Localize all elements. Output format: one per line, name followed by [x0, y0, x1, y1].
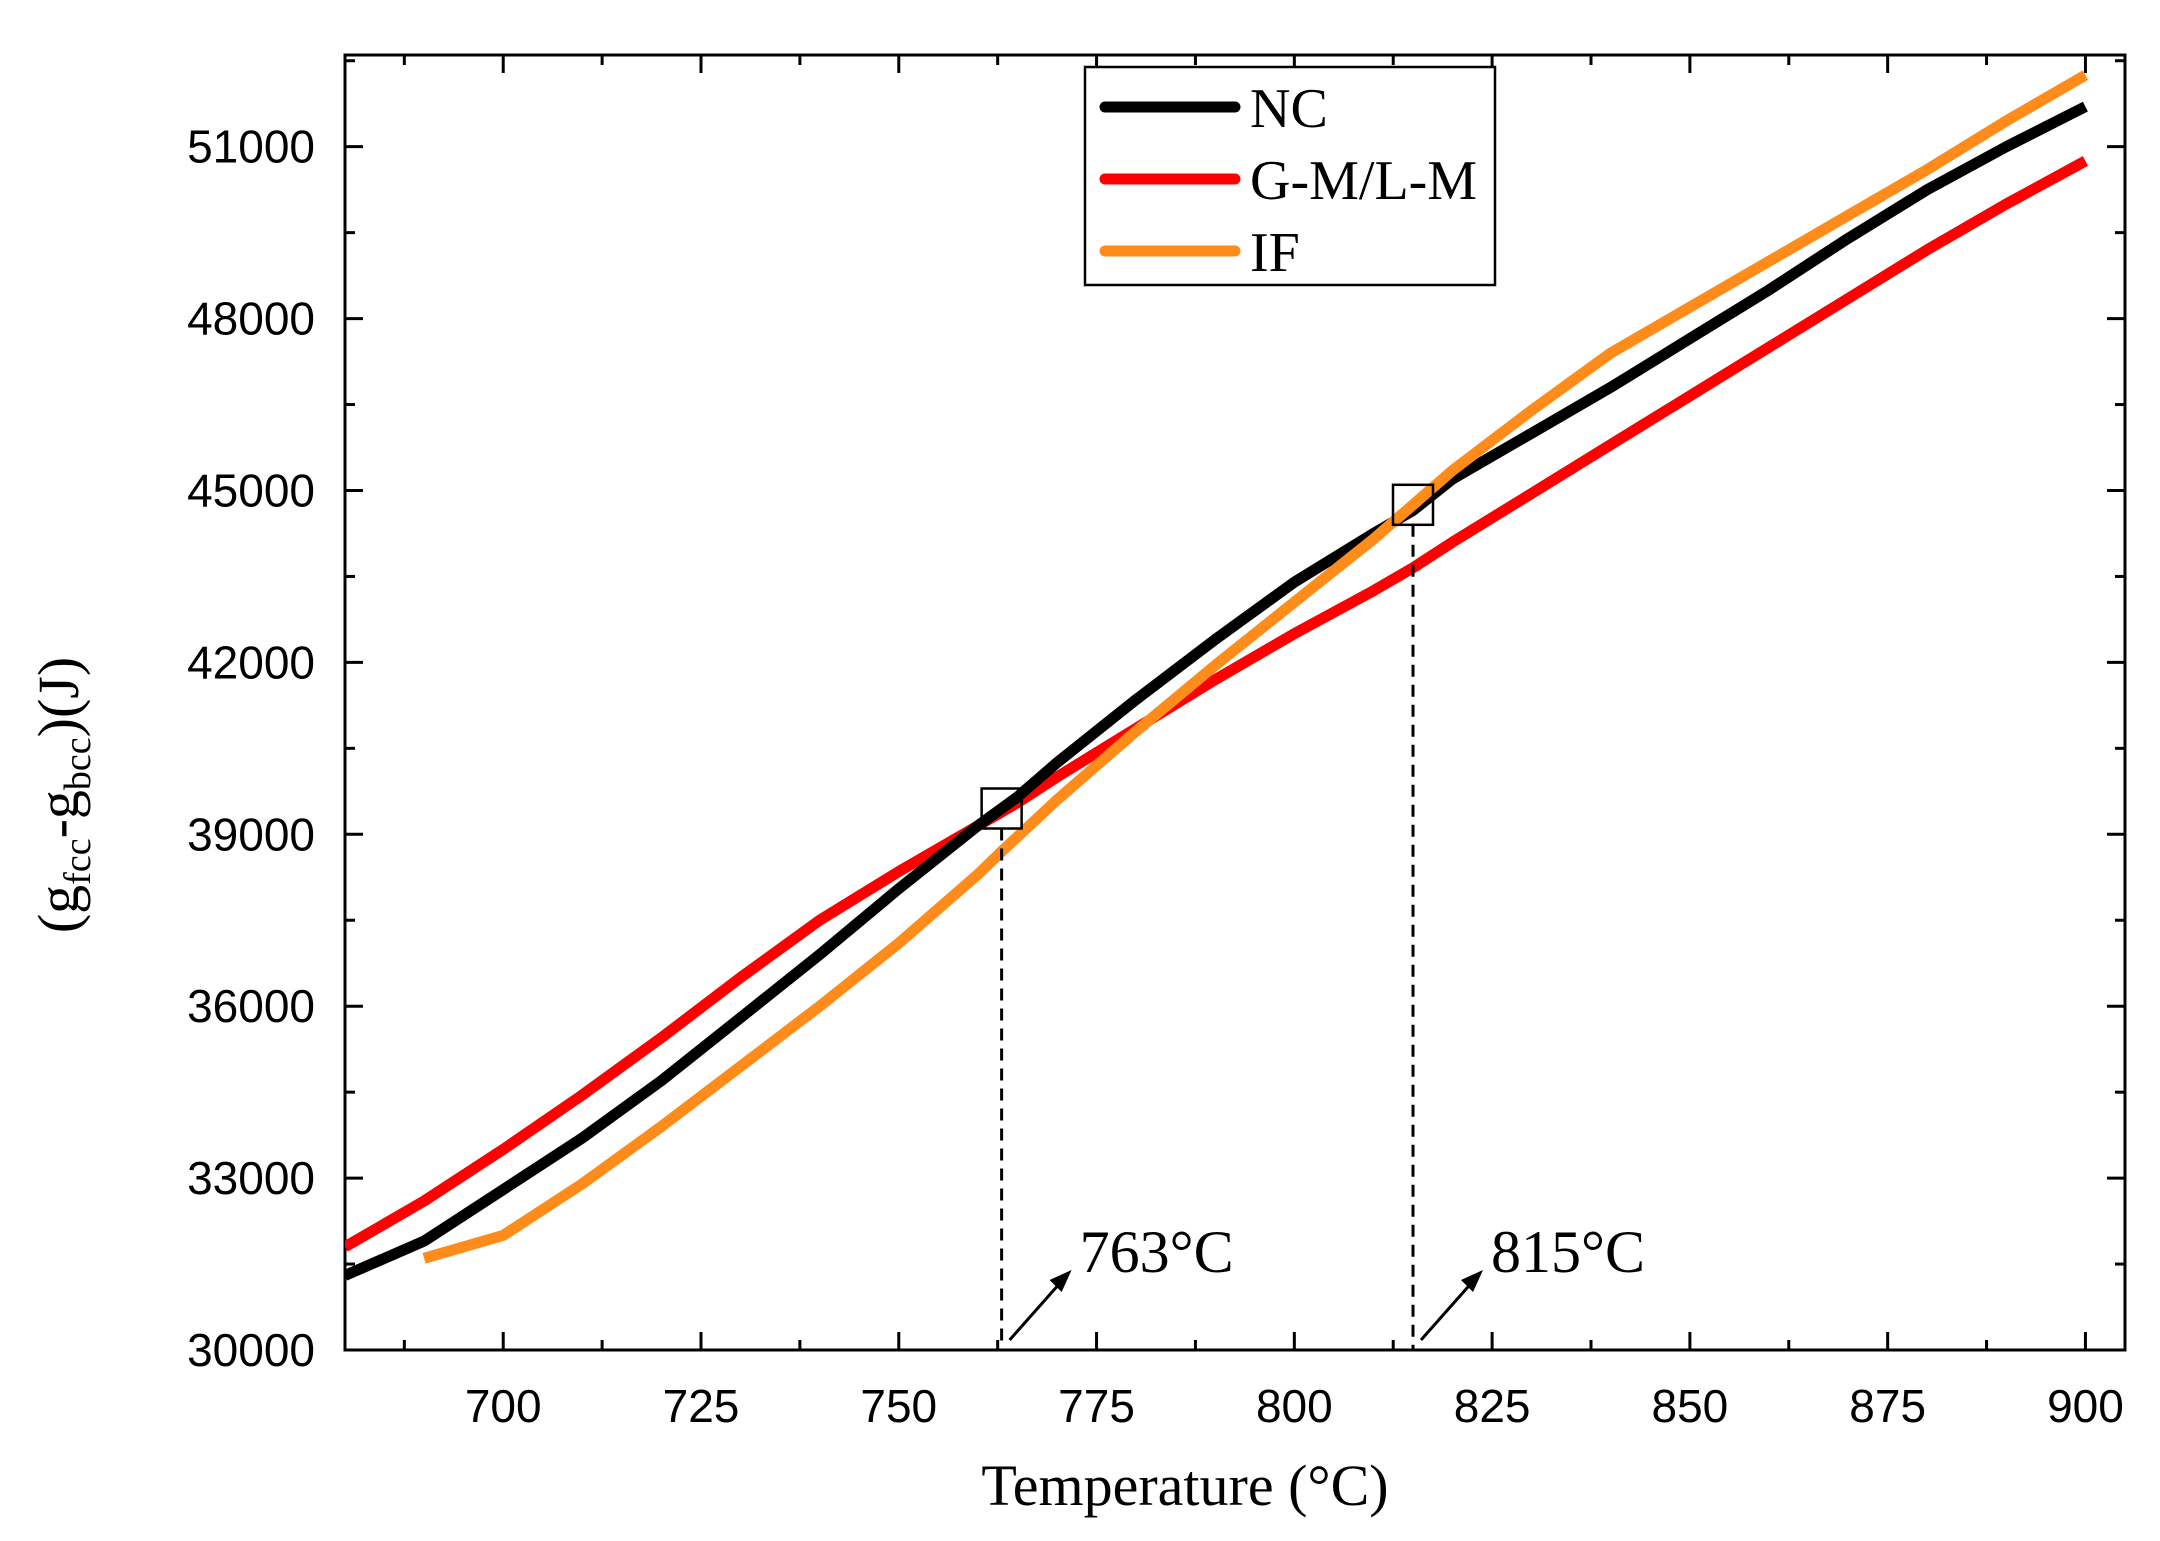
legend: NC G-M/L-M IF	[1083, 65, 1497, 287]
y-tick-label: 36000	[187, 980, 315, 1032]
y-axis-label-mid: -g	[26, 790, 91, 838]
y-axis-label-sub2: bcc	[57, 737, 99, 790]
series-line-nc	[345, 101, 2088, 1281]
annotation-label: 763°C	[1080, 1219, 1234, 1285]
annotation-layer: 763°C 815°C	[980, 483, 1645, 1350]
y-axis-label-prefix: (g	[26, 885, 91, 933]
y-tick-label: 51000	[187, 121, 315, 173]
legend-label: IF	[1250, 222, 1300, 284]
x-tick-label: 750	[860, 1380, 937, 1432]
x-tick-label: 800	[1256, 1380, 1333, 1432]
series-line-g-m-l-m	[345, 156, 2089, 1252]
annotation-arrow	[1008, 1278, 1065, 1341]
y-tick-label: 30000	[187, 1324, 315, 1376]
y-axis-label-sub1: fcc	[57, 838, 99, 884]
x-tick-label: 700	[465, 1380, 542, 1432]
x-tick-label: 825	[1454, 1380, 1531, 1432]
y-tick-label: 39000	[187, 808, 315, 860]
annotation-arrowhead	[1461, 1270, 1483, 1292]
annotation-arrow	[1419, 1278, 1477, 1341]
x-tick-label: 850	[1652, 1380, 1729, 1432]
y-tick-label: 33000	[187, 1152, 315, 1204]
legend-label: G-M/L-M	[1250, 150, 1477, 212]
x-tick-label: 725	[663, 1380, 740, 1432]
annotation-arrowhead	[1049, 1270, 1072, 1292]
y-tick-label: 42000	[187, 636, 315, 688]
series-line-if	[422, 70, 2089, 1264]
y-axis-label-suffix: )(J)	[26, 657, 91, 738]
x-tick-label: 775	[1058, 1380, 1135, 1432]
y-tick-label: 48000	[187, 293, 315, 345]
annotation-label: 815°C	[1491, 1219, 1645, 1285]
x-tick-label: 900	[2047, 1380, 2124, 1432]
y-tick-label: 45000	[187, 464, 315, 516]
x-tick-label: 875	[1849, 1380, 1926, 1432]
legend-label: NC	[1250, 78, 1328, 140]
y-axis-label: (gfcc-gbcc)(J)	[26, 657, 99, 933]
axis-labels: Temperature (°C) (gfcc-gbcc)(J)	[26, 657, 1389, 1518]
plot-frame	[343, 53, 2127, 1352]
series-layer	[345, 70, 2089, 1281]
axes-layer: 700 725 750 775 800 825 850 875 900 30000 33000 360…	[187, 53, 2127, 1432]
x-axis-label: Temperature (°C)	[981, 1453, 1388, 1518]
